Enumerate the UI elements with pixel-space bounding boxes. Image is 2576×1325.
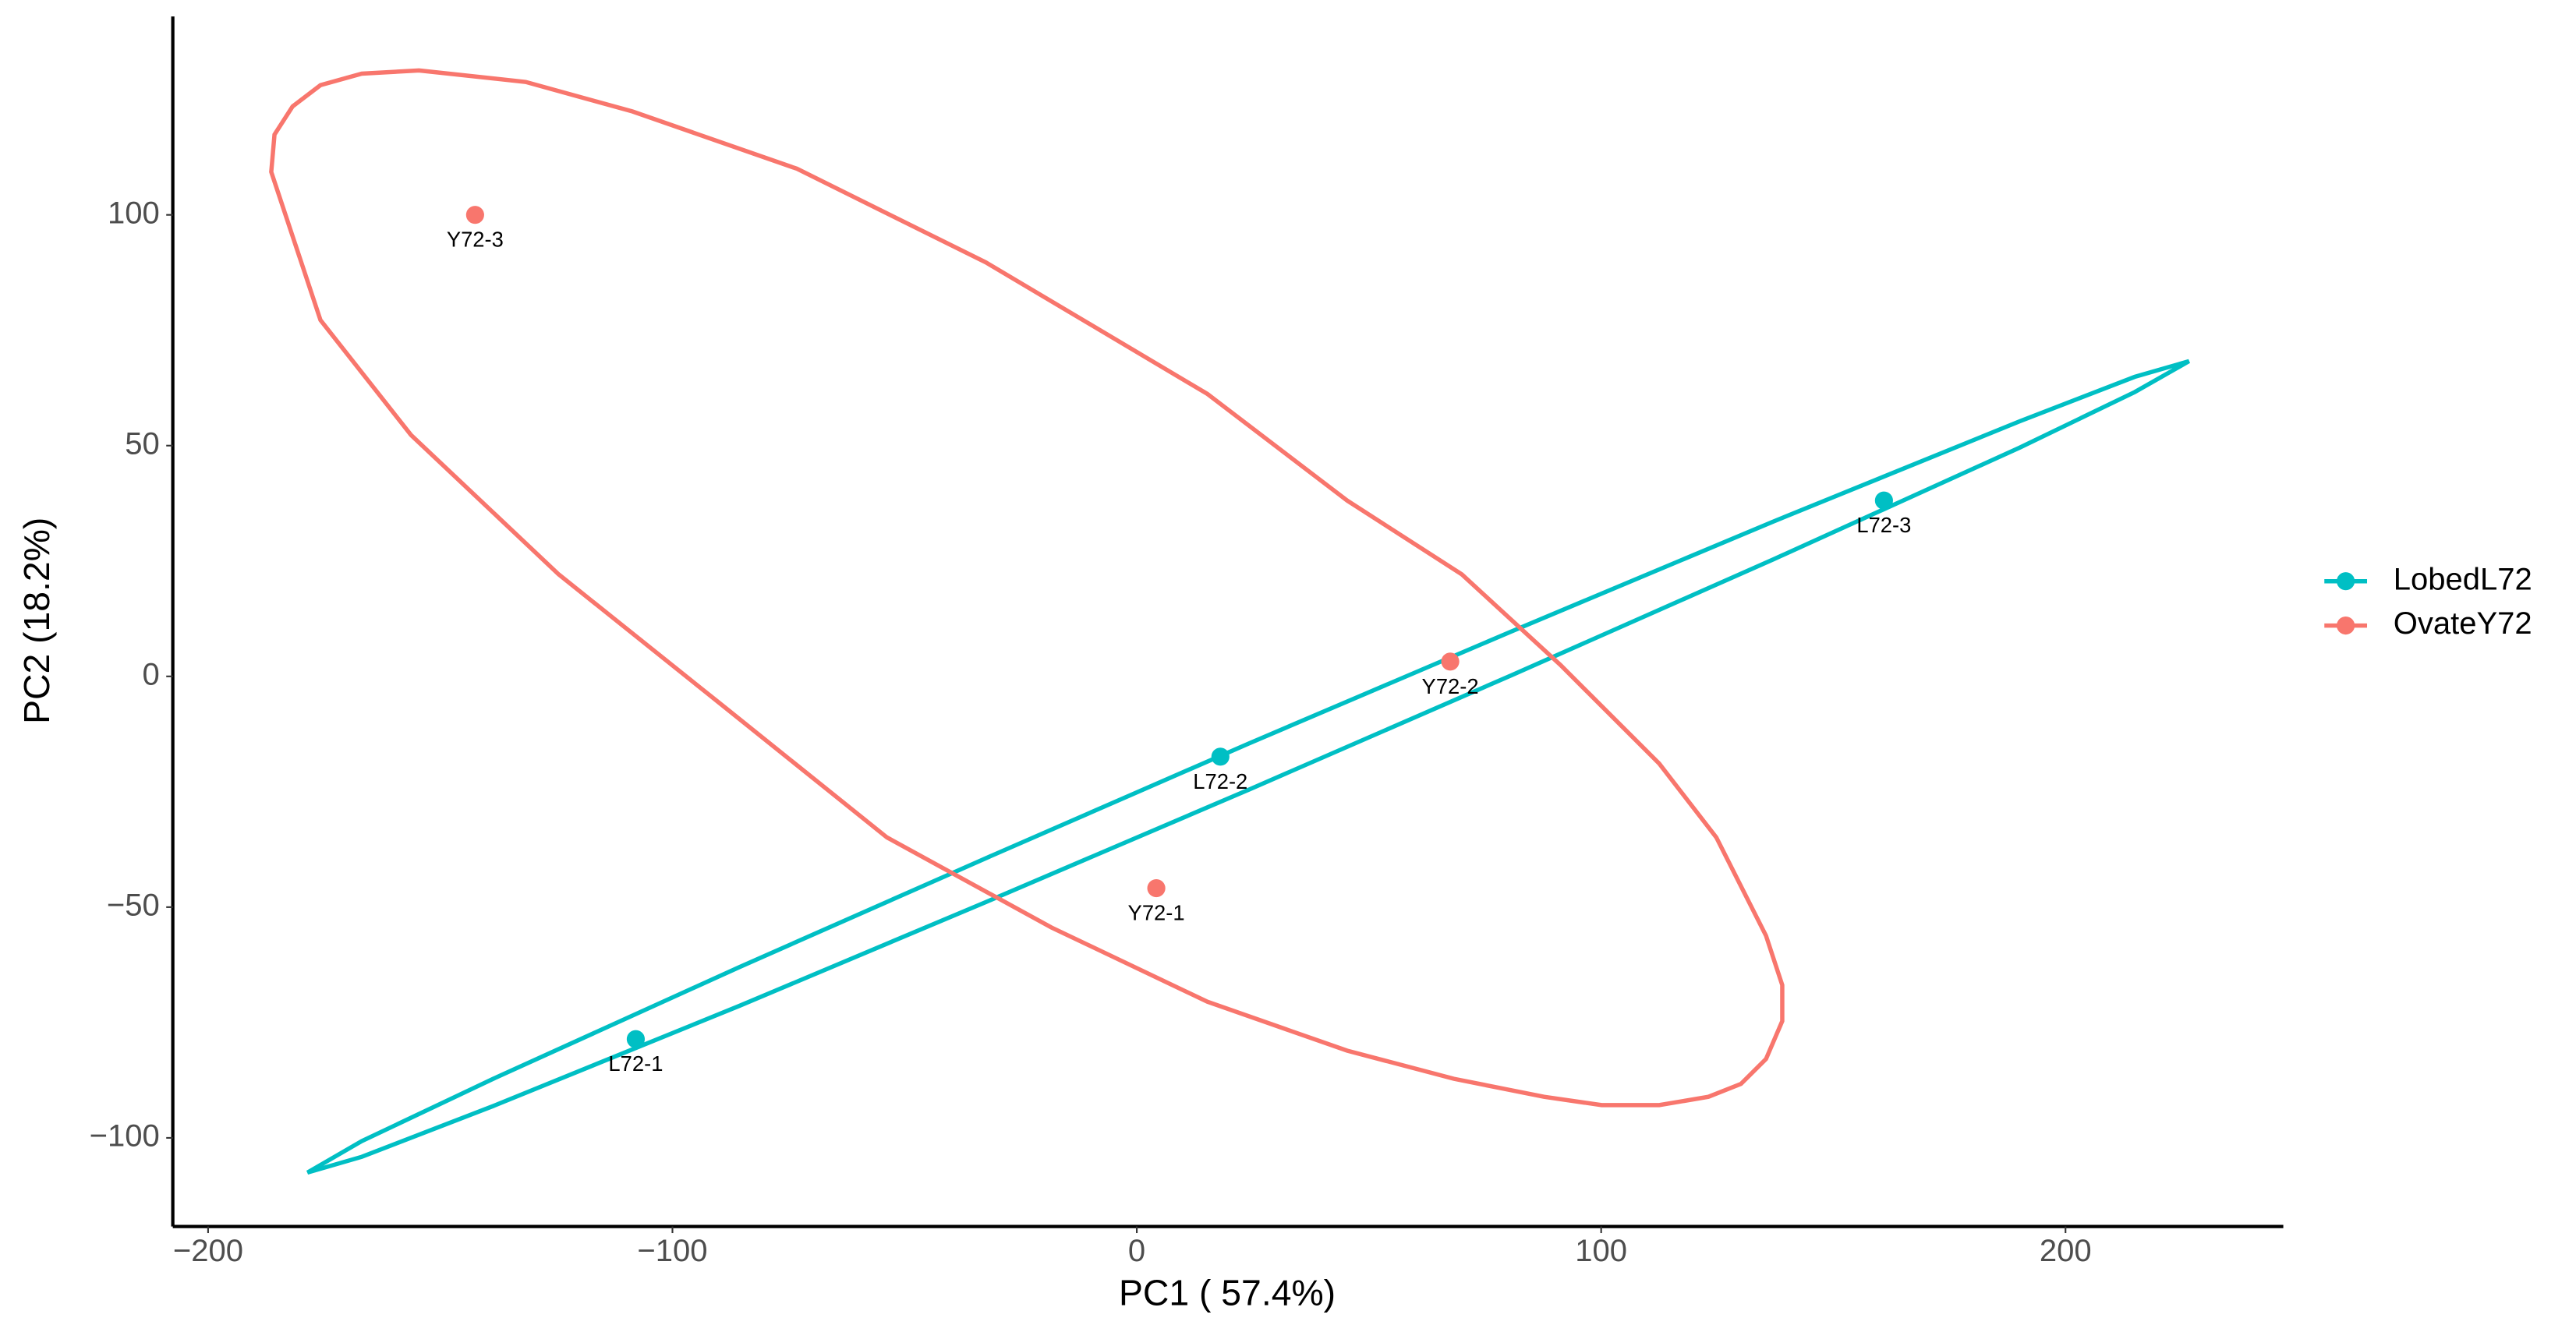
y-tick-label: 100	[108, 196, 160, 230]
point-label: Y72-2	[1422, 674, 1479, 698]
point	[626, 1030, 646, 1048]
confidence-ellipse	[269, 68, 1785, 1108]
point	[1874, 491, 1893, 510]
point	[465, 206, 484, 224]
x-tick-label: 200	[2040, 1234, 2092, 1268]
point-label: L72-3	[1856, 513, 1911, 537]
x-tick-label: 0	[1128, 1234, 1145, 1268]
point	[1147, 878, 1166, 898]
y-tick-label: 50	[125, 426, 160, 461]
point-label: L72-1	[608, 1051, 663, 1076]
legend-label: LobedL72	[2394, 562, 2532, 596]
y-tick-label: −50	[107, 888, 160, 922]
legend-key-point	[2337, 572, 2355, 591]
y-tick-label: −100	[90, 1118, 160, 1153]
y-axis-title: PC2 (18.2%)	[16, 518, 57, 724]
confidence-ellipse	[306, 359, 2191, 1175]
x-axis-title: PC1 ( 57.4%)	[1119, 1272, 1336, 1313]
point-label: Y72-3	[447, 228, 504, 252]
y-tick-label: 0	[143, 657, 160, 691]
point	[1441, 652, 1460, 671]
x-tick-label: −100	[637, 1234, 707, 1268]
legend-key-point	[2337, 617, 2355, 635]
legend-label: OvateY72	[2394, 606, 2532, 641]
x-tick-label: −200	[173, 1234, 243, 1268]
x-tick-label: 100	[1575, 1234, 1627, 1268]
point-label: L72-2	[1193, 769, 1247, 793]
point	[1211, 747, 1230, 766]
point-label: Y72-1	[1128, 901, 1185, 925]
